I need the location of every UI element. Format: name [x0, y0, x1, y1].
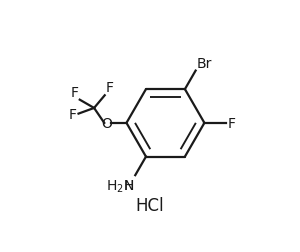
- Text: H: H: [124, 178, 134, 192]
- Text: $\mathregular{H_2N}$: $\mathregular{H_2N}$: [106, 178, 134, 194]
- Text: Br: Br: [196, 56, 212, 70]
- Text: F: F: [227, 116, 236, 130]
- Text: F: F: [70, 85, 78, 99]
- Text: HCl: HCl: [136, 196, 164, 214]
- Text: F: F: [69, 107, 76, 121]
- Text: O: O: [101, 116, 112, 130]
- Text: F: F: [106, 81, 114, 95]
